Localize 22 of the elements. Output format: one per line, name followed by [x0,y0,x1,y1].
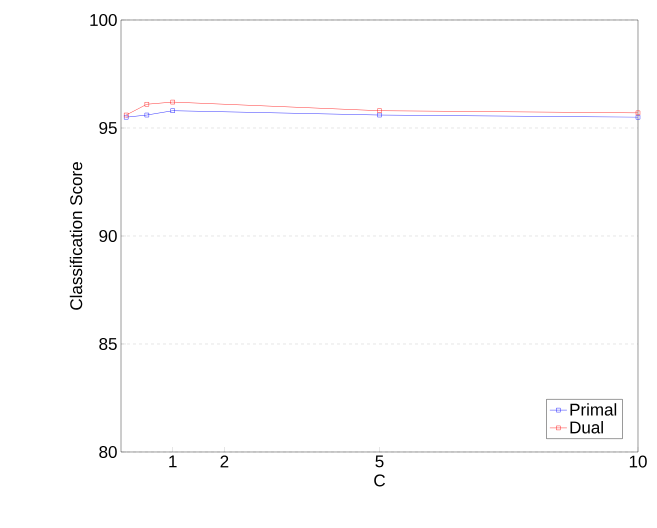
legend-label: Primal [570,403,616,416]
point [377,112,382,118]
point [144,112,150,118]
point [636,114,640,120]
point [124,112,128,118]
point [144,102,150,106]
y-tick-label: 85 [99,338,117,350]
y-tick-label: 90 [99,230,117,242]
x-axis-title: C [374,474,385,486]
point [170,100,175,104]
point [636,110,640,116]
y-tick-label: 80 [99,446,117,458]
y-axis-title: Classification Score [70,162,82,310]
x-tick-label: 5 [375,456,384,468]
y-tick-label: 100 [90,14,117,26]
x-tick-label: 10 [630,456,647,468]
point [377,108,382,113]
point [170,108,175,113]
x-tick-label: 1 [169,456,177,468]
y-tick-label: 95 [99,122,117,134]
legend-label: Dual [570,421,603,434]
x-tick-label: 2 [220,456,228,468]
